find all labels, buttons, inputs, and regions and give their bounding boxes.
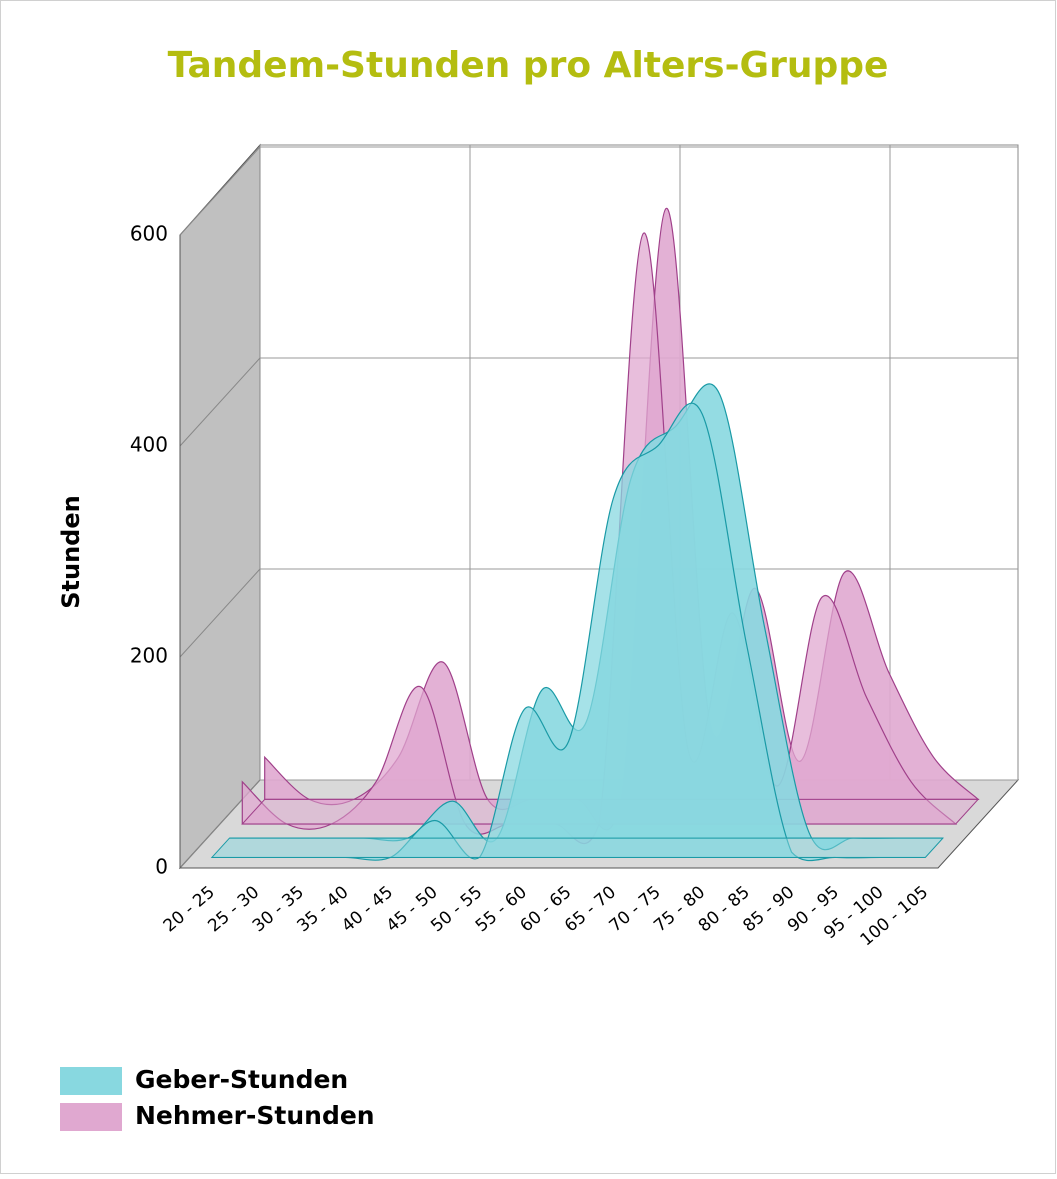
legend-label: Geber-Stunden (135, 1065, 348, 1094)
grid-line (179, 146, 261, 236)
plot-area (210, 207, 980, 862)
legend-swatch (60, 1067, 122, 1095)
y-tick-label: 400 (130, 433, 168, 457)
grid-line (179, 357, 261, 447)
grid-line (179, 568, 261, 658)
area-front (241, 232, 958, 845)
legend-label: Nehmer-Stunden (135, 1101, 375, 1130)
area-floor (210, 837, 945, 858)
y-tick-label: 0 (155, 855, 168, 879)
legend-swatch (60, 1103, 122, 1131)
y-tick-label: 200 (130, 644, 168, 668)
y-axis-label: Stunden (57, 495, 85, 608)
area-back (264, 207, 980, 831)
y-tick-label: 600 (130, 222, 168, 246)
chart-title: Tandem-Stunden pro Alters-Gruppe (168, 45, 889, 86)
left-wall (179, 143, 261, 870)
legend: Geber-Stunden Nehmer-Stunden (60, 1065, 375, 1131)
